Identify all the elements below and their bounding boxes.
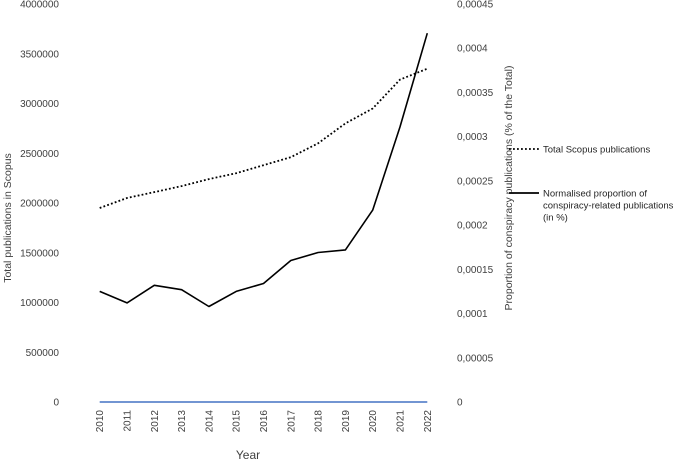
series-3-point [399,401,401,403]
series-2-point [208,306,210,308]
y2-tick-label: 0,0003 [457,132,488,143]
y-tick-label: 4000000 [20,0,59,11]
series-2-point [263,283,265,285]
x-tick-label: 2011 [122,410,133,432]
x-axis-tick-labels: 2010 2011 2012 2013 2014 2015 2016 2017 2018 2019… [95,410,434,433]
y-axis-tick-labels: 0 500000 1000000 1500000 2000000 2500000 30000… [20,0,59,409]
series-2-point [181,289,183,291]
y-tick-label: 2000000 [20,199,59,210]
x-tick-label: 2022 [423,410,434,433]
series-3-point [126,401,128,403]
series-2-point [235,291,237,293]
series-1-point [290,156,292,158]
y2-tick-label: 0 [457,398,463,409]
series-3-point [181,401,183,403]
series-3-point [372,401,374,403]
y-tick-label: 1000000 [20,298,59,309]
x-tick-label: 2021 [396,410,407,433]
x-tick-label: 2014 [204,410,215,433]
series-3-point [345,401,347,403]
y-tick-label: 3000000 [20,99,59,110]
series-1-point [317,143,319,145]
y-tick-label: 500000 [26,348,60,359]
y2-tick-label: 0,00015 [457,265,494,276]
series-3-point [99,401,101,403]
y2-tick-label: 0,0004 [457,44,488,55]
series-2-point [427,32,429,34]
x-tick-label: 2017 [286,410,297,433]
series-3-point [317,401,319,403]
series-2-point [99,291,101,293]
y-tick-label: 2500000 [20,149,59,160]
y-tick-label: 0 [53,398,59,409]
series-3-point [153,401,155,403]
legend-label: Normalised proportion of [543,189,647,200]
series-1-point [399,79,401,81]
series-1-point [181,185,183,187]
y2-tick-label: 0,00005 [457,353,494,364]
x-tick-label: 2013 [177,410,188,433]
series-2-point [399,126,401,128]
y2-tick-label: 0,0001 [457,309,488,320]
x-tick-label: 2020 [368,410,379,433]
series-1-point [263,164,265,166]
series-1-point [235,172,237,174]
y2-axis-title: Proportion of conspiracy publications (%… [503,66,515,311]
series-1-point [99,207,101,209]
legend-label: conspiracy-related publications [543,201,674,212]
series-1-point [208,178,210,180]
x-tick-label: 2018 [314,410,325,433]
legend-label: Total Scopus publications [543,145,650,156]
x-tick-label: 2012 [150,410,161,433]
series-line-2 [99,32,429,308]
chart-series [99,32,429,403]
series-1-point [372,108,374,110]
series-2-point [345,249,347,251]
series-3-point [208,401,210,403]
series-2-point [372,209,374,211]
x-tick-label: 2010 [95,410,106,433]
series-2-point [317,252,319,254]
y-axis-title: Total publications in Scopus [2,153,14,283]
series-1-point [153,191,155,193]
x-axis-title: Year [236,448,260,461]
y-tick-label: 1500000 [20,248,59,259]
legend-label: (in %) [543,213,568,224]
legend: Total Scopus publications Normalised prop… [509,145,674,224]
y2-tick-label: 0,00025 [457,176,494,187]
series-1-point [427,68,429,70]
series-1-point [126,197,128,199]
y2-tick-label: 0,0002 [457,221,488,232]
series-3-point [235,401,237,403]
x-tick-label: 2019 [341,410,352,433]
x-tick-label: 2016 [259,410,270,433]
series-line-1 [99,67,428,209]
series-3-point [427,401,429,403]
series-3-point [263,401,265,403]
y2-axis-tick-labels: 0 0,00005 0,0001 0,00015 0,0002 0,00025 0,0003… [457,0,494,409]
series-2-point [290,260,292,262]
y2-tick-label: 0,00035 [457,88,494,99]
series-2-point [126,302,128,304]
series-3-point [290,401,292,403]
y-tick-label: 3500000 [20,49,59,60]
y2-tick-label: 0,00045 [457,0,494,11]
series-1-point [345,123,347,125]
series-2-point [153,284,155,286]
x-tick-label: 2015 [232,410,243,433]
